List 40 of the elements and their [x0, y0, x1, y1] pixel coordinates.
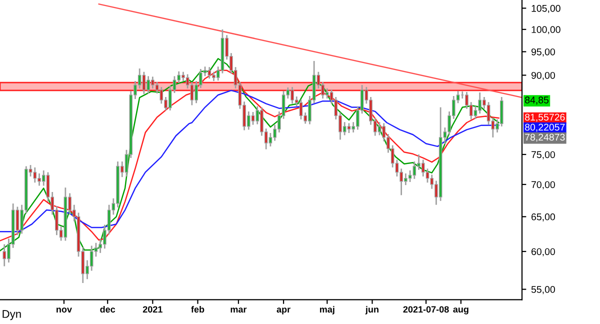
y-tick-label: 90,00: [531, 72, 555, 80]
candlestick: [90, 245, 94, 272]
candlestick: [421, 159, 425, 178]
text: Dyn: [2, 310, 21, 320]
y-tick-label: 95,00: [531, 48, 555, 56]
candlestick: [378, 121, 382, 136]
candlestick: [299, 98, 303, 120]
x-tick-label: nov: [56, 308, 72, 313]
candlestick: [33, 166, 37, 184]
y-tick-label: 105,00: [532, 4, 560, 13]
candlestick: [251, 111, 255, 126]
candlestick: [2, 244, 6, 267]
y-tick-label: 65,00: [532, 213, 555, 222]
y-tick-label: 100,00: [532, 26, 560, 34]
candlestick: [190, 81, 194, 106]
candlestick: [160, 86, 164, 104]
x-tick-label: feb: [191, 306, 204, 313]
candlestick: [208, 66, 212, 80]
y-tick-label: 70,00: [532, 181, 555, 190]
y-tick-label: 55,00: [531, 286, 555, 294]
x-tick-label: 2021: [142, 306, 162, 313]
y-tick-label: 60,00: [532, 248, 555, 256]
candlestick: [347, 122, 351, 134]
candlestick: [486, 101, 490, 126]
annotation: 80,22057: [525, 124, 565, 132]
x-tick-label: aug: [453, 308, 468, 314]
annotation: 78,24873: [525, 134, 565, 142]
annotation: 84,85: [525, 96, 549, 105]
x-tick-label: dec: [100, 306, 116, 313]
x-tick-label: maj: [320, 306, 334, 314]
x-tick-label: jun: [365, 306, 378, 314]
candlestick: [142, 71, 146, 95]
candlestick: [412, 160, 416, 180]
candlestick: [500, 96, 504, 128]
candlestick: [268, 132, 272, 148]
x-tick-label: 2021-07-08: [403, 306, 449, 313]
annotation: 81,55726: [525, 114, 565, 122]
y-tick-label: 75,00: [532, 151, 555, 160]
x-tick-label: apr: [276, 308, 290, 314]
x-tick-label: mar: [230, 308, 247, 313]
